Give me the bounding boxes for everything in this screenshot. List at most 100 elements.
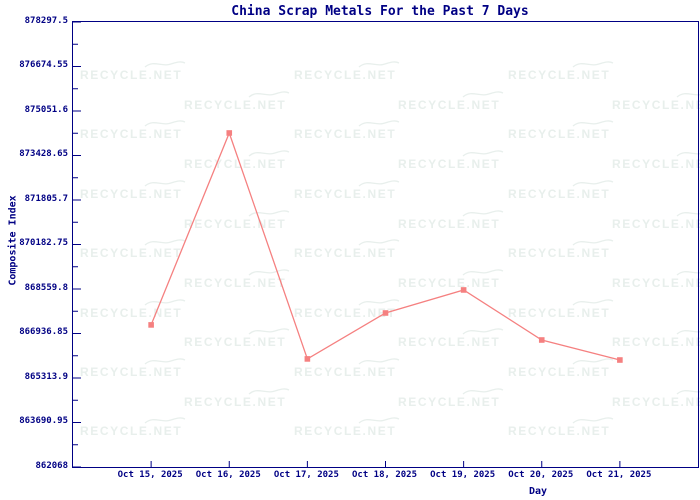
- y-tick-label: 870182.75: [19, 238, 68, 248]
- y-tick-label: 873428.65: [19, 149, 68, 159]
- watermark: RECYCLE.NET: [612, 88, 700, 112]
- watermark-text: RECYCLE.NET: [80, 424, 183, 439]
- watermark: RECYCLE.NET: [508, 177, 614, 201]
- swoosh-icon: [572, 61, 614, 68]
- data-point-marker: [304, 356, 311, 362]
- y-tick-label: 878297.5: [24, 15, 68, 26]
- swoosh-icon: [248, 150, 290, 157]
- watermark: RECYCLE.NET: [508, 296, 614, 320]
- swoosh-icon: [144, 120, 186, 127]
- swoosh-icon: [248, 328, 290, 335]
- x-tick-label: Oct 19, 2025: [430, 470, 496, 480]
- watermark: RECYCLE.NET: [612, 325, 700, 349]
- data-point-marker: [148, 322, 154, 328]
- watermark-text: RECYCLE.NET: [80, 305, 183, 320]
- watermark: RECYCLE.NET: [612, 266, 700, 290]
- swoosh-icon: [248, 269, 290, 276]
- watermark-text: RECYCLE.NET: [612, 335, 700, 350]
- swoosh-icon: [462, 269, 504, 276]
- data-point-marker: [538, 337, 545, 343]
- watermark-text: RECYCLE.NET: [612, 157, 700, 172]
- watermark-text: RECYCLE.NET: [294, 246, 397, 261]
- watermark: RECYCLE.NET: [294, 58, 400, 82]
- swoosh-icon: [144, 417, 186, 424]
- watermark: RECYCLE.NET: [398, 385, 504, 409]
- swoosh-icon: [144, 61, 186, 68]
- swoosh-icon: [462, 388, 504, 395]
- y-tick-label: 865313.9: [24, 371, 68, 382]
- series-line: [150, 131, 621, 361]
- watermark: RECYCLE.NET: [398, 147, 504, 172]
- watermark: RECYCLE.NET: [398, 88, 504, 112]
- x-tick-label: Oct 16, 2025: [195, 470, 261, 480]
- swoosh-icon: [462, 328, 504, 335]
- x-tick-label: Oct 17, 2025: [273, 470, 339, 480]
- swoosh-icon: [358, 180, 400, 187]
- swoosh-icon: [676, 270, 700, 276]
- watermark: RECYCLE.NET: [294, 177, 400, 201]
- swoosh-icon: [358, 417, 400, 424]
- watermark-text: RECYCLE.NET: [398, 275, 501, 290]
- swoosh-icon: [358, 61, 400, 68]
- watermark-text: RECYCLE.NET: [184, 335, 287, 350]
- watermark: RECYCLE.NET: [80, 236, 186, 260]
- watermark-text: RECYCLE.NET: [612, 394, 700, 409]
- watermark-text: RECYCLE.NET: [508, 186, 611, 201]
- watermark-text: RECYCLE.NET: [612, 97, 700, 112]
- plot-canvas: [73, 21, 623, 468]
- watermark: RECYCLE.NET: [398, 266, 504, 290]
- watermark: RECYCLE.NET: [508, 355, 614, 379]
- watermark: RECYCLE.NET: [508, 117, 614, 142]
- watermark-text: RECYCLE.NET: [80, 186, 183, 201]
- data-point-marker: [460, 287, 467, 293]
- swoosh-icon: [676, 330, 700, 335]
- swoosh-icon: [572, 239, 614, 246]
- y-tick-label: 875051.6: [24, 104, 68, 115]
- swoosh-icon: [572, 120, 614, 127]
- watermark-text: RECYCLE.NET: [294, 127, 397, 142]
- watermark-text: RECYCLE.NET: [294, 305, 397, 320]
- watermark-text: RECYCLE.NET: [294, 365, 397, 379]
- watermark-text: RECYCLE.NET: [508, 127, 611, 142]
- watermark: RECYCLE.NET: [184, 266, 290, 290]
- watermark-text: RECYCLE.NET: [508, 68, 611, 82]
- watermark: RECYCLE.NET: [184, 147, 290, 171]
- watermark: RECYCLE.NET: [508, 58, 614, 82]
- watermark: RECYCLE.NET: [80, 296, 186, 320]
- watermark-text: RECYCLE.NET: [612, 275, 700, 290]
- watermark-text: RECYCLE.NET: [398, 157, 501, 172]
- chart-title: China Scrap Metals For the Past 7 Days: [231, 4, 529, 19]
- watermark: RECYCLE.NET: [294, 117, 400, 142]
- swoosh-icon: [358, 298, 400, 306]
- swoosh-icon: [676, 92, 700, 98]
- watermark: RECYCLE.NET: [398, 207, 504, 231]
- x-tick-label: Oct 15, 2025: [117, 470, 183, 480]
- watermark: RECYCLE.NET: [294, 355, 400, 379]
- y-tick-label: 866936.85: [19, 327, 68, 337]
- watermark-text: RECYCLE.NET: [508, 365, 611, 379]
- watermark: RECYCLE.NET: [80, 117, 186, 141]
- watermark: RECYCLE.NET: [398, 325, 504, 349]
- x-tick-label: Oct 20, 2025: [508, 470, 574, 480]
- y-tick-label: 876674.55: [19, 60, 68, 70]
- watermark-text: RECYCLE.NET: [294, 186, 397, 201]
- watermark-text: RECYCLE.NET: [80, 365, 183, 379]
- swoosh-icon: [462, 150, 504, 157]
- watermark: RECYCLE.NET: [294, 236, 400, 261]
- watermark: RECYCLE.NET: [508, 236, 614, 260]
- data-point-marker: [226, 130, 233, 136]
- swoosh-icon: [572, 298, 614, 306]
- watermark-text: RECYCLE.NET: [184, 97, 287, 112]
- y-tick-label: 862068: [35, 460, 68, 471]
- watermark-text: RECYCLE.NET: [612, 216, 700, 231]
- watermark: RECYCLE.NET: [80, 414, 186, 439]
- swoosh-icon: [358, 358, 400, 365]
- swoosh-icon: [358, 239, 400, 246]
- watermark-text: RECYCLE.NET: [80, 68, 183, 82]
- x-tick-label: Oct 21, 2025: [586, 470, 652, 480]
- y-tick-label: 863690.95: [19, 416, 68, 426]
- swoosh-icon: [248, 91, 290, 98]
- watermark-text: RECYCLE.NET: [508, 424, 611, 439]
- watermark: RECYCLE.NET: [184, 88, 290, 112]
